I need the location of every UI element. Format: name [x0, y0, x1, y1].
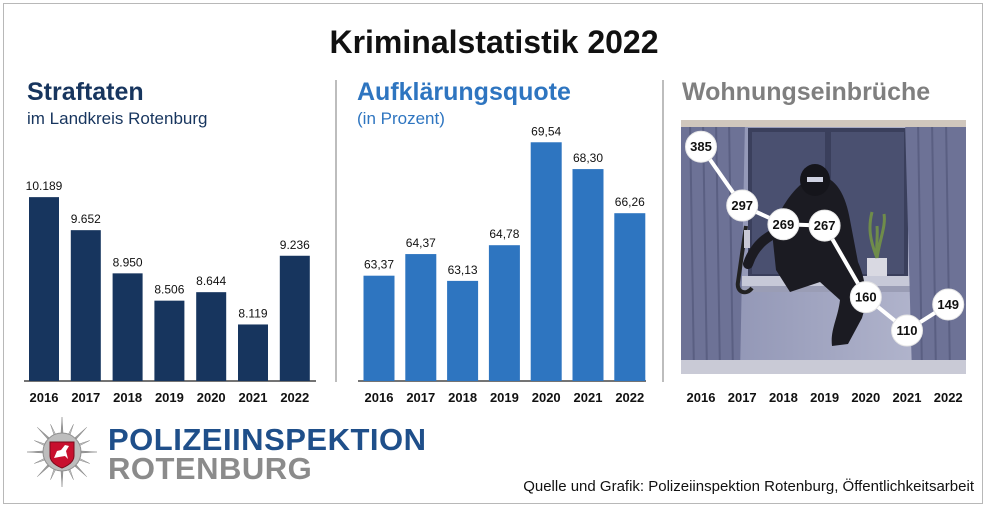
wohnungseinbrueche-point-2017 — [726, 189, 759, 222]
source-note: Quelle und Grafik: Polizeiinspektion Rot… — [523, 478, 974, 495]
aufklaerungsquote-value-label-2021: 68,30 — [573, 151, 603, 165]
aufklaerungsquote-value-label-2016: 63,37 — [364, 258, 394, 272]
straftaten-x-label-2020: 2020 — [197, 390, 226, 405]
aufklaerungsquote-bar-2016 — [363, 275, 395, 381]
aufklaerungsquote-bar-2020 — [530, 142, 562, 381]
illustration-crowbar — [735, 225, 754, 295]
straftaten-bar-2018 — [112, 273, 143, 381]
aufklaerungsquote-value-label-2019: 64,78 — [489, 227, 519, 241]
straftaten-x-label-2016: 2016 — [30, 390, 59, 405]
wohnungseinbrueche-x-label-2018: 2018 — [769, 390, 798, 405]
straftaten-bar-2021 — [238, 324, 268, 381]
wohnungseinbrueche-value-label-2017: 297 — [731, 198, 753, 213]
aufklaerungsquote-bar-2022 — [614, 213, 646, 381]
straftaten-title: Straftaten — [27, 78, 144, 106]
straftaten-x-label-2022: 2022 — [280, 390, 309, 405]
logo-line2: ROTENBURG — [108, 451, 313, 486]
illustration-curtain-rod — [681, 120, 966, 127]
aufklaerungsquote-bar-2019 — [488, 245, 520, 381]
wohnungseinbrueche-point-2018 — [767, 208, 800, 241]
aufklaerungsquote-x-label-2018: 2018 — [448, 390, 477, 405]
illustration-floor — [681, 360, 966, 374]
straftaten-chart: 10.189 2016 9.652 2017 8.950 2018 8.506 2019 8.6… — [26, 179, 310, 405]
aufklaerungsquote-bar-2017 — [405, 254, 437, 381]
logo-line1: POLIZEIINSPEKTION — [108, 422, 427, 457]
aufklaerungsquote-bar-2018 — [447, 280, 479, 381]
straftaten-value-label-2016: 10.189 — [26, 179, 63, 193]
straftaten-x-label-2021: 2021 — [239, 390, 268, 405]
burglar-illustration — [681, 120, 966, 374]
divider-1 — [335, 80, 337, 382]
straftaten-bar-2017 — [70, 230, 101, 381]
aufklaerungsquote-value-label-2018: 63,13 — [448, 263, 478, 277]
wohnungseinbrueche-x-label-2020: 2020 — [851, 390, 880, 405]
illustration-burglar-eyes — [807, 177, 823, 182]
divider-2 — [662, 80, 664, 382]
logo-horse — [54, 445, 69, 459]
wohnungseinbrueche-value-label-2021: 110 — [897, 323, 918, 338]
straftaten-subtitle: im Landkreis Rotenburg — [27, 109, 208, 128]
aufklaerungsquote-x-label-2021: 2021 — [574, 390, 603, 405]
wohnungseinbrueche-x-label-2021: 2021 — [893, 390, 922, 405]
wohnungseinbrueche-value-label-2016: 385 — [690, 139, 712, 154]
wohnungseinbrueche-x-label-2022: 2022 — [934, 390, 963, 405]
wohnungseinbrueche-point-2021 — [891, 314, 923, 347]
police-star-horse-icon — [26, 416, 98, 488]
aufklaerungsquote-chart: 63,37 2016 64,37 2017 63,13 2018 64,78 2019 69,5… — [363, 124, 646, 405]
wohnungseinbrueche-chart: 385 2016 297 2017 269 2018 267 2019 160 2020 110 20… — [685, 130, 965, 405]
wohnungseinbrueche-point-2016 — [685, 130, 717, 163]
illustration-plant-pot — [867, 258, 887, 276]
straftaten-value-label-2022: 9.236 — [280, 238, 310, 252]
aufklaerungsquote-subtitle: (in Prozent) — [357, 109, 445, 128]
aufklaerungsquote-x-label-2020: 2020 — [532, 390, 561, 405]
straftaten-bar-2016 — [29, 197, 59, 381]
straftaten-value-label-2019: 8.506 — [154, 283, 184, 297]
aufklaerungsquote-x-label-2022: 2022 — [615, 390, 644, 405]
illustration-plant — [868, 211, 886, 259]
straftaten-bar-2019 — [154, 300, 185, 381]
wohnungseinbrueche-value-label-2020: 160 — [855, 290, 877, 305]
aufklaerungsquote-x-label-2019: 2019 — [490, 390, 519, 405]
illustration-burglar-arm — [743, 231, 775, 269]
wohnungseinbrueche-point-2019 — [808, 209, 841, 242]
wohnungseinbrueche-value-label-2018: 269 — [773, 217, 795, 232]
aufklaerungsquote-value-label-2020: 69,54 — [531, 124, 561, 138]
main-title: Kriminalstatistik 2022 — [329, 24, 659, 60]
aufklaerungsquote-x-label-2016: 2016 — [365, 390, 394, 405]
straftaten-value-label-2020: 8.644 — [196, 274, 226, 288]
straftaten-x-label-2018: 2018 — [113, 390, 142, 405]
wohnungseinbrueche-value-label-2022: 149 — [937, 297, 959, 312]
straftaten-bar-2020 — [196, 292, 227, 381]
wohnungseinbrueche-title: Wohnungseinbrüche — [682, 78, 931, 106]
wohnungseinbrueche-x-label-2016: 2016 — [687, 390, 716, 405]
straftaten-x-label-2017: 2017 — [71, 390, 100, 405]
illustration-curtain-left-folds — [689, 120, 734, 374]
frame — [3, 3, 983, 504]
straftaten-bar-2022 — [279, 255, 310, 381]
aufklaerungsquote-value-label-2017: 64,37 — [406, 236, 436, 250]
aufklaerungsquote-x-label-2017: 2017 — [406, 390, 435, 405]
wohnungseinbrueche-value-label-2019: 267 — [814, 218, 836, 233]
aufklaerungsquote-value-label-2022: 66,26 — [615, 195, 645, 209]
wohnungseinbrueche-x-label-2019: 2019 — [810, 390, 839, 405]
straftaten-value-label-2017: 9.652 — [71, 212, 101, 226]
illustration-crowbar-tip — [744, 230, 750, 248]
straftaten-value-label-2018: 8.950 — [113, 255, 143, 269]
aufklaerungsquote-title: Aufklärungsquote — [357, 78, 571, 106]
wohnungseinbrueche-x-label-2017: 2017 — [728, 390, 757, 405]
aufklaerungsquote-bar-2021 — [572, 169, 604, 381]
wohnungseinbrueche-point-2020 — [849, 281, 882, 314]
straftaten-value-label-2021: 8.119 — [238, 306, 267, 320]
straftaten-x-label-2019: 2019 — [155, 390, 184, 405]
wohnungseinbrueche-point-2022 — [932, 288, 965, 321]
